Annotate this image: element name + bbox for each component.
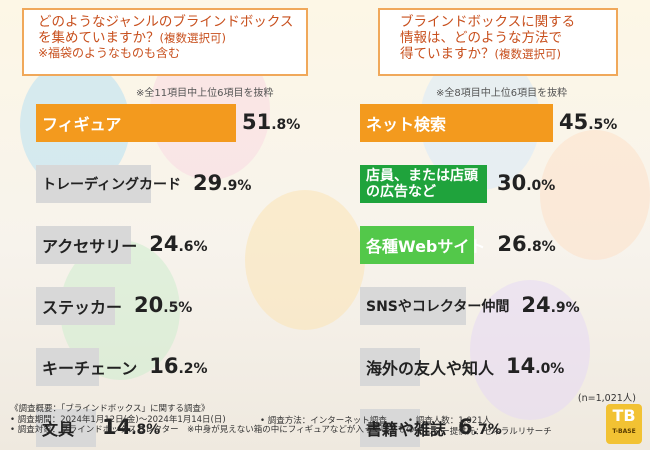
bar-label: SNSやコレクター仲間 bbox=[366, 299, 510, 315]
survey-period: • 調査期間：2024年1月12日(金)～2024年1月14日(日) bbox=[10, 414, 226, 425]
monitor-provider: • モニター提供元：ゼネラルリサーチ bbox=[408, 427, 552, 437]
question-box-left: どのようなジャンルのブラインドボックス を集めていますか？(複数選択可) ※福袋… bbox=[22, 8, 308, 76]
question-text: どのようなジャンルのブラインドボックス を集めていますか？(複数選択可) bbox=[38, 14, 294, 46]
value-label: 26.8% bbox=[497, 232, 556, 256]
subnote-right: ※全8項目中上位6項目を抜粋 bbox=[436, 88, 568, 99]
bar: フィギュア bbox=[36, 104, 236, 142]
bar-label: ネット検索 bbox=[366, 115, 447, 134]
question-text: ブラインドボックスに関する 情報は、どのような方法で 得ていますか？(複数選択可… bbox=[400, 14, 576, 62]
question-note: ※福袋のようなものも含む bbox=[38, 46, 181, 60]
survey-target: • 調査対象：ブラインドボックスコレクター ※中身が見えない箱の中にフィギュアな… bbox=[10, 425, 415, 435]
bar-label: 店員、または店頭の広告など bbox=[366, 168, 478, 200]
bar-label: 書籍や雑誌 bbox=[366, 420, 447, 439]
bar-label: フィギュア bbox=[42, 115, 122, 134]
bar: SNSやコレクター仲間 bbox=[360, 287, 509, 325]
survey-method: • 調査方法：インターネット調査 bbox=[260, 416, 387, 426]
bar: ステッカー bbox=[36, 287, 122, 325]
value-label: 30.0% bbox=[497, 171, 556, 195]
value-label: 6.7% bbox=[458, 415, 502, 439]
value-label: 14.0% bbox=[506, 354, 565, 378]
bar-label: 各種Webサイト bbox=[366, 237, 486, 256]
bar: ネット検索 bbox=[360, 104, 553, 142]
value-label: 20.5% bbox=[134, 293, 193, 317]
question-box-right: ブラインドボックスに関する 情報は、どのような方法で 得ていますか？(複数選択可… bbox=[378, 8, 618, 76]
sample-size: (n=1,021人) bbox=[577, 393, 636, 404]
bar-label: ステッカー bbox=[42, 298, 123, 317]
bar: 文具 bbox=[36, 409, 96, 447]
bar-label: 海外の友人や知人 bbox=[366, 359, 495, 378]
logo-text: T-BASE bbox=[612, 428, 636, 435]
bar: 書籍や雑誌 bbox=[360, 409, 446, 447]
bar-label: キーチェーン bbox=[42, 359, 138, 378]
t-base-logo: TB T-BASE bbox=[606, 404, 642, 444]
bar-label: アクセサリー bbox=[42, 237, 138, 256]
value-label: 45.5% bbox=[559, 110, 618, 134]
value-label: 16.2% bbox=[149, 354, 208, 378]
bar: 各種Webサイト bbox=[360, 226, 485, 264]
balloon-decoration bbox=[540, 130, 650, 260]
bar: トレーディングカード bbox=[36, 165, 181, 203]
value-label: 24.9% bbox=[521, 293, 580, 317]
value-label: 29.9% bbox=[193, 171, 252, 195]
bar: 店員、または店頭の広告など bbox=[360, 165, 487, 203]
value-label: 24.6% bbox=[149, 232, 208, 256]
bar: キーチェーン bbox=[36, 348, 137, 386]
value-label: 14.8% bbox=[102, 415, 161, 439]
balloon-decoration bbox=[245, 190, 365, 330]
logo-mark: TB bbox=[612, 406, 636, 425]
survey-summary-title: 《調査概要：「ブラインドボックス」に関する調査》 bbox=[10, 404, 210, 414]
value-label: 51.8% bbox=[242, 110, 301, 134]
survey-summary: 《調査概要：「ブラインドボックス」に関する調査》 • 調査期間：2024年1月1… bbox=[10, 404, 414, 436]
bar-label: 文具 bbox=[42, 420, 75, 439]
bar-label: トレーディングカード bbox=[42, 177, 182, 193]
bar: アクセサリー bbox=[36, 226, 137, 264]
bar: 海外の友人や知人 bbox=[360, 348, 494, 386]
survey-count: • 調査人数：1,021人 bbox=[408, 416, 492, 426]
subnote-left: ※全11項目中上位6項目を抜粋 bbox=[136, 88, 274, 99]
balloon-decoration bbox=[470, 280, 590, 420]
